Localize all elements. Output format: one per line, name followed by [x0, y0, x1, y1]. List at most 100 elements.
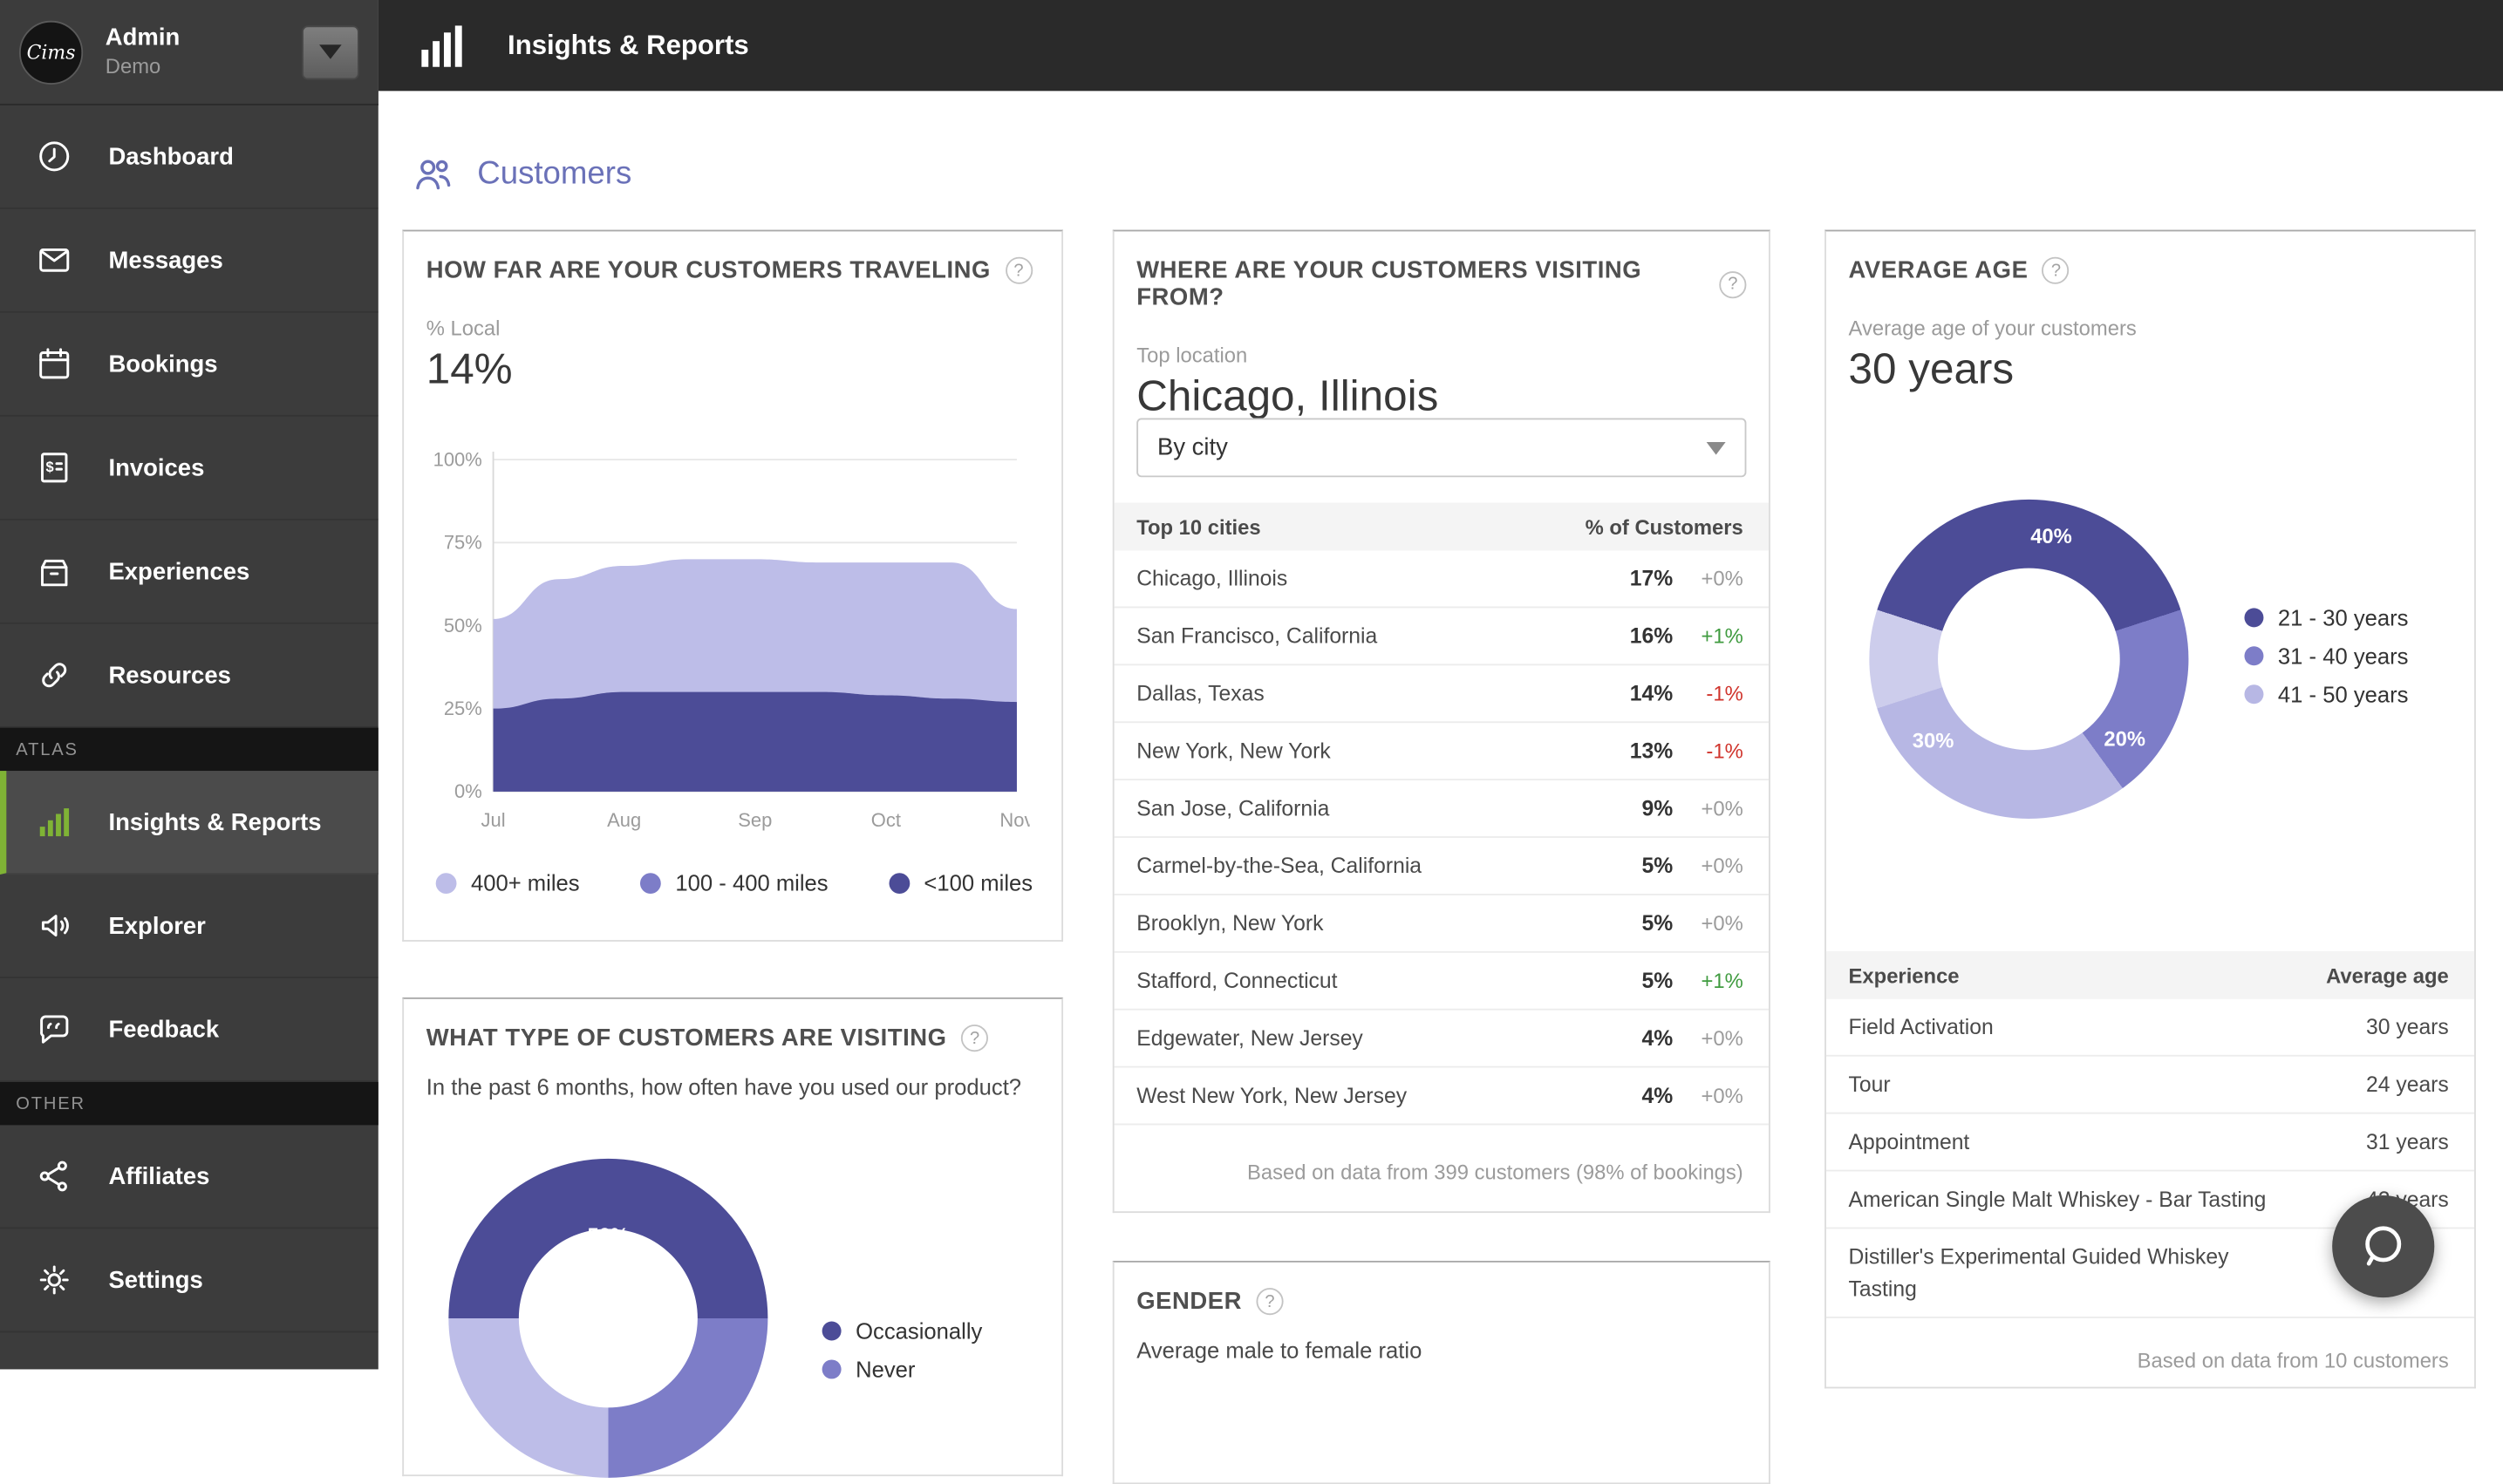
page-title: Insights & Reports	[508, 29, 749, 60]
top-cities-table: Top 10 cities % of Customers Chicago, Il…	[1114, 502, 1770, 1126]
svg-text:100%: 100%	[433, 448, 482, 470]
table-row: Carmel-by-the-Sea, California 5% +0%	[1114, 838, 1770, 895]
card-title: WHERE ARE YOUR CUSTOMERS VISITING FROM?	[1136, 256, 1642, 311]
table-row: American Single Malt Whiskey - Bar Tasti…	[1825, 1171, 2475, 1229]
gear-icon	[39, 1265, 69, 1295]
dropdown-value: By city	[1157, 433, 1228, 461]
sidebar-item-affiliates[interactable]: Affiliates	[0, 1125, 379, 1229]
card-title: WHAT TYPE OF CUSTOMERS ARE VISITING	[426, 1025, 947, 1052]
chat-support-button[interactable]	[2332, 1195, 2435, 1298]
bar-chart-icon	[39, 808, 70, 837]
link-icon	[42, 663, 67, 688]
table-row: San Jose, California 9% +0%	[1114, 780, 1770, 838]
sidebar-item-label: Feedback	[108, 1016, 220, 1044]
help-icon[interactable]: ?	[1719, 270, 1747, 298]
svg-text:75%: 75%	[444, 532, 482, 554]
sidebar-nav: Dashboard Messages Bookings $ Invoices E…	[0, 106, 379, 1333]
legend-dot	[640, 872, 661, 894]
donut-label: 20%	[2104, 726, 2146, 752]
sidebar-item-bookings[interactable]: Bookings	[0, 313, 379, 417]
svg-text:Aug: Aug	[607, 809, 641, 831]
chart-legend: 400+ miles 100 - 400 miles <100 miles	[435, 869, 1033, 895]
legend-item: Never	[822, 1350, 983, 1388]
legend-item: 41 - 50 years	[2244, 675, 2408, 713]
topbar: Insights & Reports	[378, 0, 2503, 92]
help-icon[interactable]: ?	[2042, 256, 2070, 284]
legend-dot	[435, 872, 457, 894]
account-header: Cims Admin Demo	[0, 0, 379, 106]
sidebar-item-insights-reports[interactable]: Insights & Reports	[0, 771, 379, 875]
chart-legend: Occasionally Never	[822, 1312, 983, 1389]
sidebar-item-label: Dashboard	[108, 142, 234, 170]
metric-value: Chicago, Illinois	[1136, 371, 1439, 420]
svg-text:25%: 25%	[444, 698, 482, 719]
invoice-icon: $	[41, 453, 68, 483]
sidebar-item-explorer[interactable]: Explorer	[0, 875, 379, 979]
chart-legend: 21 - 30 years 31 - 40 years 41 - 50 year…	[2244, 598, 2408, 713]
bar-chart-icon	[421, 24, 462, 66]
svg-text:Nov: Nov	[999, 809, 1029, 831]
account-dropdown-button[interactable]	[301, 24, 359, 79]
sidebar-item-settings[interactable]: Settings	[0, 1229, 379, 1333]
city-filter-dropdown[interactable]: By city	[1136, 418, 1747, 478]
legend-dot	[822, 1359, 842, 1379]
metric-label: Top location	[1136, 343, 1248, 367]
card-subtitle: In the past 6 months, how often have you…	[426, 1073, 1022, 1100]
table-row: New York, New York 13% -1%	[1114, 723, 1770, 781]
help-icon[interactable]: ?	[961, 1025, 989, 1052]
chevron-down-icon	[1706, 441, 1726, 454]
card-title: HOW FAR ARE YOUR CUSTOMERS TRAVELING	[426, 256, 991, 284]
legend-dot	[2244, 684, 2264, 705]
table-row: Field Activation 30 years	[1825, 999, 2475, 1057]
legend-dot	[889, 872, 910, 894]
donut-hole	[1938, 568, 2120, 751]
clock-icon	[39, 141, 70, 172]
data-source-note: Based on data from 399 customers (98% of…	[1246, 1160, 1743, 1185]
legend-label: 41 - 50 years	[2277, 681, 2409, 707]
account-subtitle: Demo	[105, 53, 161, 78]
metric-value: 14%	[426, 344, 513, 393]
legend-label: Occasionally	[856, 1317, 983, 1344]
people-icon	[416, 160, 451, 190]
svg-text:0%: 0%	[454, 780, 482, 802]
sidebar-item-label: Bookings	[108, 350, 218, 378]
sidebar-item-experiences[interactable]: Experiences	[0, 521, 379, 624]
card-gender: GENDER ? Average male to female ratio	[1112, 1260, 1770, 1484]
donut-label: 50%	[587, 1222, 630, 1248]
table-row: Dallas, Texas 14% -1%	[1114, 665, 1770, 724]
help-icon[interactable]: ?	[1005, 256, 1033, 284]
donut-label: 30%	[1912, 728, 1954, 753]
sidebar-item-messages[interactable]: Messages	[0, 209, 379, 313]
legend-label: 31 - 40 years	[2277, 643, 2409, 669]
legend-item: Occasionally	[822, 1312, 983, 1351]
legend-label: 100 - 400 miles	[675, 869, 829, 895]
main-content: Customers HOW FAR ARE YOUR CUSTOMERS TRA…	[378, 91, 2503, 1484]
chat-bubble-icon	[40, 1015, 69, 1044]
svg-text:Jul: Jul	[481, 809, 506, 831]
table-header: Experience Average age	[1825, 950, 2475, 999]
sidebar-item-dashboard[interactable]: Dashboard	[0, 106, 379, 209]
table-header: Top 10 cities % of Customers	[1114, 502, 1770, 551]
card-customer-type: WHAT TYPE OF CUSTOMERS ARE VISITING ? In…	[402, 997, 1064, 1478]
speaker-icon	[41, 915, 69, 937]
svg-text:50%: 50%	[444, 615, 482, 636]
card-title: AVERAGE AGE	[1848, 256, 2029, 284]
account-name: Admin	[105, 24, 181, 52]
legend-dot	[2244, 646, 2264, 666]
help-icon[interactable]: ?	[1256, 1288, 1284, 1316]
sidebar: Cims Admin Demo Dashboard Messages Booki…	[0, 0, 379, 1370]
sidebar-item-feedback[interactable]: Feedback	[0, 978, 379, 1082]
card-title: GENDER	[1136, 1288, 1242, 1316]
column-header: Average age	[2326, 963, 2449, 988]
legend-item: 100 - 400 miles	[640, 869, 829, 895]
chat-bubble-icon	[2365, 1226, 2402, 1266]
section-title: Customers	[477, 155, 632, 191]
table-row: West New York, New Jersey 4% +0%	[1114, 1068, 1770, 1126]
card-subtitle: Average male to female ratio	[1136, 1337, 1422, 1364]
legend-label: Never	[856, 1356, 916, 1383]
sidebar-item-resources[interactable]: Resources	[0, 624, 379, 728]
sidebar-item-invoices[interactable]: $ Invoices	[0, 417, 379, 521]
donut-hole	[518, 1229, 698, 1408]
card-customers-traveling: HOW FAR ARE YOUR CUSTOMERS TRAVELING ? %…	[402, 229, 1064, 942]
column-header: Top 10 cities	[1136, 514, 1261, 539]
